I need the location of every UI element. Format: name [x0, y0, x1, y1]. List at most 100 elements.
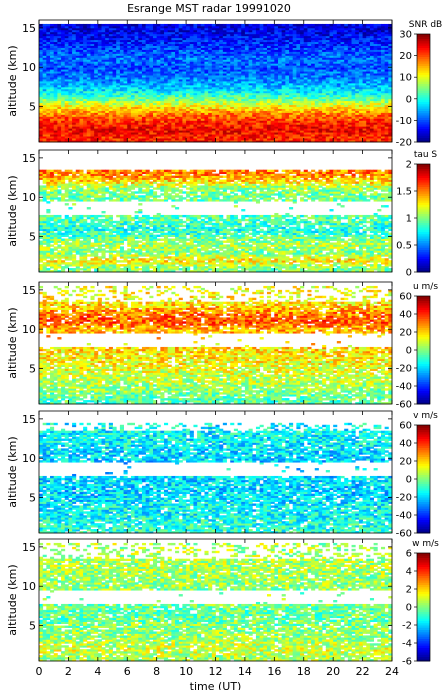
heatmap-cell: [64, 92, 69, 96]
heatmap-cell: [278, 120, 283, 123]
heatmap-cell: [42, 59, 47, 62]
heatmap-cell: [241, 92, 246, 96]
heatmap-cell: [285, 126, 290, 129]
heatmap-cell: [108, 90, 113, 94]
heatmap-cell: [259, 31, 264, 35]
heatmap-cell: [244, 51, 249, 54]
heatmap-cell: [189, 69, 194, 72]
heatmap-cell: [219, 112, 224, 115]
heatmap-cell: [219, 138, 224, 141]
heatmap-cell: [233, 96, 238, 100]
heatmap-cell: [68, 69, 73, 72]
heatmap-cell: [244, 126, 249, 129]
heatmap-cell: [171, 81, 176, 84]
heatmap-cell: [244, 71, 249, 74]
heatmap-cell: [259, 65, 264, 68]
heatmap-cell: [42, 88, 47, 92]
heatmap-cell: [215, 90, 220, 94]
heatmap-cell: [270, 108, 275, 111]
heatmap-cell: [204, 130, 209, 133]
heatmap-cell: [285, 33, 290, 37]
heatmap-cell: [42, 98, 47, 102]
heatmap-cell: [178, 132, 183, 135]
heatmap-cell: [46, 84, 51, 88]
heatmap-cell: [186, 47, 191, 50]
heatmap-cell: [171, 77, 176, 80]
heatmap-cell: [83, 96, 88, 100]
heatmap-cell: [149, 102, 154, 106]
heatmap-cell: [156, 35, 161, 39]
heatmap-cell: [285, 84, 290, 88]
heatmap-cell: [90, 118, 95, 121]
heatmap-cell: [175, 79, 180, 82]
heatmap-cell: [97, 71, 102, 74]
heatmap-cell: [149, 92, 154, 96]
heatmap-cell: [164, 75, 169, 78]
heatmap-cell: [68, 57, 73, 60]
heatmap-cell: [255, 90, 261, 94]
heatmap-cell: [281, 84, 286, 88]
heatmap-cell: [182, 94, 187, 98]
heatmap-cell: [156, 90, 161, 94]
heatmap-cell: [193, 63, 198, 66]
heatmap-cell: [164, 49, 169, 52]
heatmap-cell: [68, 39, 73, 43]
heatmap-cell: [252, 96, 257, 100]
heatmap-cell: [94, 82, 99, 86]
heatmap-cell: [285, 92, 290, 96]
heatmap-cell: [281, 82, 286, 86]
heatmap-cell: [112, 108, 117, 111]
heatmap-cell: [219, 108, 224, 111]
heatmap-cell: [72, 94, 77, 98]
heatmap-cell: [226, 140, 231, 143]
heatmap-cell: [292, 122, 297, 125]
heatmap-cell: [186, 61, 191, 64]
heatmap-cell: [292, 128, 297, 131]
heatmap-cell: [64, 69, 69, 72]
heatmap-cell: [156, 53, 161, 56]
heatmap-cell: [116, 116, 121, 119]
heatmap-cell: [68, 73, 73, 76]
heatmap-cell: [134, 132, 139, 135]
heatmap-cell: [285, 47, 290, 50]
heatmap-cell: [281, 65, 286, 68]
heatmap-cell: [97, 124, 102, 127]
heatmap-cell: [237, 98, 242, 102]
heatmap-cell: [123, 65, 128, 68]
heatmap-cell: [182, 124, 187, 127]
heatmap-cell: [130, 31, 136, 35]
heatmap-cell: [101, 61, 106, 64]
heatmap-cell: [182, 69, 187, 72]
heatmap-cell: [182, 49, 187, 52]
heatmap-cell: [160, 108, 165, 111]
heatmap-cell: [57, 86, 62, 90]
heatmap-cell: [141, 71, 147, 74]
heatmap-cell: [244, 118, 249, 121]
heatmap-cell: [152, 96, 158, 100]
heatmap-cell: [138, 134, 143, 137]
heatmap-cell: [105, 98, 110, 102]
heatmap-cell: [289, 130, 294, 133]
heatmap-cell: [219, 122, 224, 125]
heatmap-cell: [75, 67, 80, 70]
heatmap-cell: [90, 138, 95, 141]
heatmap-cell: [230, 53, 235, 56]
heatmap-cell: [255, 55, 261, 58]
heatmap-cell: [230, 126, 235, 129]
heatmap-cell: [259, 37, 264, 41]
heatmap-cell: [289, 132, 294, 135]
heatmap-cell: [252, 106, 257, 109]
heatmap-cell: [57, 112, 62, 115]
heatmap-cell: [197, 112, 202, 115]
heatmap-cell: [278, 79, 283, 82]
heatmap-cell: [141, 45, 147, 48]
heatmap-cell: [145, 53, 150, 56]
heatmap-cell: [94, 51, 99, 54]
heatmap-cell: [86, 104, 91, 107]
heatmap-cell: [94, 100, 99, 104]
heatmap-cell: [164, 98, 169, 102]
heatmap-cell: [211, 126, 216, 129]
heatmap-cell: [152, 45, 158, 48]
heatmap-cell: [53, 51, 58, 54]
heatmap-cell: [266, 81, 272, 84]
